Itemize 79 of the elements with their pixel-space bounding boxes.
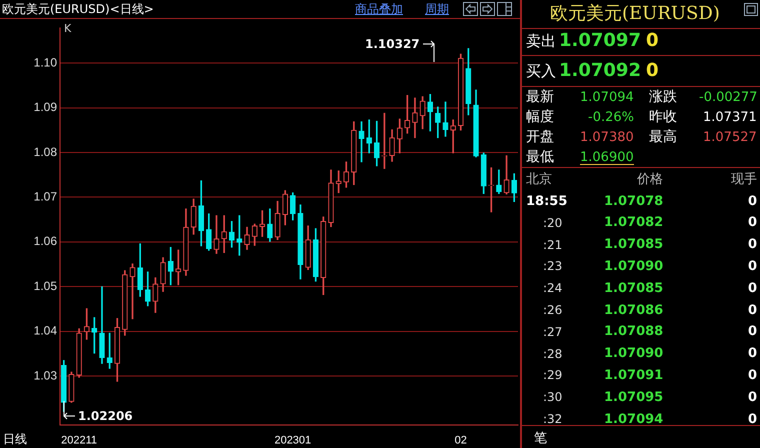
candlestick bbox=[130, 264, 136, 320]
text: 0 bbox=[748, 412, 758, 426]
y-tick-label: 1.09 bbox=[34, 100, 58, 114]
y-tick-label: 1.08 bbox=[34, 144, 58, 159]
text: 0 bbox=[646, 30, 659, 51]
text: 1.06900 bbox=[580, 150, 634, 164]
annotation: 1.02206 bbox=[78, 409, 133, 423]
text: 最低 bbox=[526, 149, 554, 165]
text: -0.26% bbox=[588, 110, 634, 124]
text: :29 bbox=[543, 368, 562, 382]
y-tick-label: 1.03 bbox=[34, 368, 58, 382]
text: :32 bbox=[543, 412, 562, 426]
text: 1.07088 bbox=[604, 324, 664, 340]
text: 0 bbox=[748, 324, 758, 340]
text: 0 bbox=[748, 215, 758, 230]
text: 周期 bbox=[425, 2, 449, 16]
text: 0 bbox=[748, 390, 758, 405]
text: 1.07090 bbox=[604, 346, 664, 362]
text: 价格 bbox=[637, 172, 663, 186]
annotation: K bbox=[64, 22, 72, 34]
text: 现手 bbox=[731, 172, 757, 186]
text: :21 bbox=[543, 238, 562, 252]
text: :27 bbox=[543, 324, 562, 339]
text: 1.07086 bbox=[604, 302, 664, 318]
text: 开盘 bbox=[526, 129, 554, 145]
text: 0 bbox=[748, 258, 758, 274]
y-tick-label: 1.07 bbox=[34, 190, 58, 204]
text: 0 bbox=[748, 302, 758, 318]
text: 日线 bbox=[3, 432, 27, 446]
text: 1.07085 bbox=[604, 237, 664, 252]
text: 0 bbox=[646, 60, 659, 81]
text: 1.07095 bbox=[604, 390, 664, 405]
text: 1.07092 bbox=[559, 60, 641, 81]
text: 18:55 bbox=[526, 194, 568, 208]
text: 1.07527 bbox=[703, 130, 757, 144]
y-tick-label: 1.10 bbox=[34, 55, 58, 70]
chart-title: 欧元美元(EURUSD)<日线> bbox=[2, 2, 154, 16]
text: 1.07097 bbox=[559, 30, 641, 51]
text: :20 bbox=[543, 216, 562, 230]
candlestick bbox=[442, 102, 448, 137]
text: 0 bbox=[748, 368, 758, 383]
text: 0 bbox=[748, 280, 758, 296]
text: 涨跌 bbox=[649, 89, 677, 105]
text: 0 bbox=[748, 346, 758, 362]
text: :28 bbox=[543, 346, 562, 361]
y-tick-label: 1.06 bbox=[34, 234, 58, 248]
text: 商品叠加 bbox=[355, 2, 403, 16]
x-tick-label: 202211 bbox=[61, 434, 98, 446]
text: :30 bbox=[543, 390, 562, 404]
text: 1.07085 bbox=[604, 280, 664, 296]
text: 0 bbox=[748, 237, 758, 252]
text: 1.07094 bbox=[604, 412, 664, 426]
text: 北京 bbox=[526, 172, 552, 186]
text: 卖出 bbox=[526, 32, 556, 50]
y-tick-label: 1.05 bbox=[34, 278, 58, 293]
text: 1.07094 bbox=[580, 90, 634, 104]
text: 昨收 bbox=[649, 109, 677, 125]
text: 笔 bbox=[534, 430, 547, 446]
x-tick-label: 02 bbox=[454, 434, 467, 446]
text: 1.07090 bbox=[604, 258, 664, 274]
y-tick-label: 1.04 bbox=[34, 324, 58, 338]
text: 幅度 bbox=[526, 109, 554, 125]
text: 欧元美元(EURUSD) bbox=[550, 3, 720, 24]
text: 最高 bbox=[649, 129, 677, 145]
text: 0 bbox=[748, 194, 758, 208]
annotation: 1.10327 bbox=[365, 37, 420, 51]
text: 1.07091 bbox=[604, 368, 664, 383]
text: :24 bbox=[543, 281, 562, 296]
text: 1.07082 bbox=[604, 215, 664, 230]
text: :26 bbox=[543, 303, 562, 317]
text: :23 bbox=[543, 259, 562, 274]
text: 1.07380 bbox=[580, 130, 634, 144]
text: -0.00277 bbox=[699, 90, 758, 104]
x-tick-label: 202301 bbox=[274, 434, 312, 446]
text: 最新 bbox=[526, 89, 554, 105]
candlestick bbox=[358, 121, 364, 162]
text: 买入 bbox=[526, 62, 556, 80]
text: 1.07078 bbox=[604, 194, 664, 208]
text: 1.07371 bbox=[703, 110, 757, 124]
